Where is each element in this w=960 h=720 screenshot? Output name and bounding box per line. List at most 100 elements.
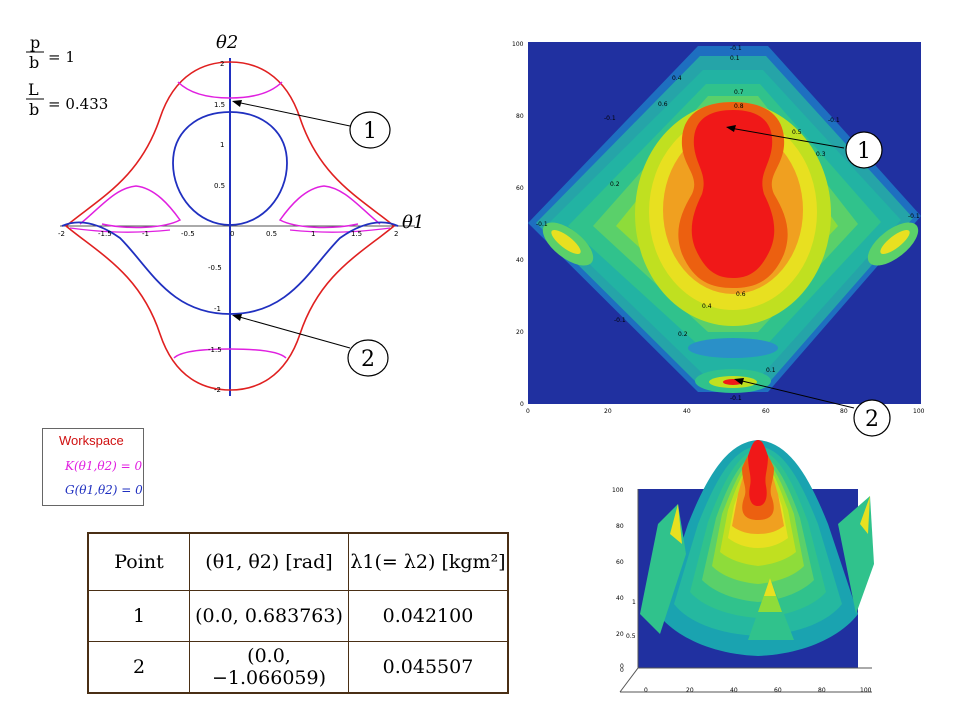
svg-text:-0.1: -0.1 xyxy=(604,115,616,122)
svg-text:0.4: 0.4 xyxy=(702,303,712,310)
p-numerator: p xyxy=(30,33,40,52)
svg-text:20: 20 xyxy=(516,329,524,336)
svg-text:0.5: 0.5 xyxy=(792,129,802,136)
svg-text:0: 0 xyxy=(520,401,524,408)
svg-text:-2: -2 xyxy=(214,386,221,394)
svg-text:20: 20 xyxy=(616,631,624,638)
contour-value-labels: -0.1 0.1 0.4 0.6 0.7 0.8 0.5 0.3 -0.1 -0… xyxy=(536,45,920,402)
row1-coords: (0.0, 0.683763) xyxy=(189,590,349,642)
svg-text:0.5: 0.5 xyxy=(626,633,636,640)
surface-x-ticks: 0 20 40 60 80 100 xyxy=(644,687,872,694)
svg-text:-1.5: -1.5 xyxy=(208,346,222,354)
svg-text:0.6: 0.6 xyxy=(658,101,668,108)
surface-z-ticks: 100 80 60 40 20 0 xyxy=(612,487,624,674)
svg-text:1: 1 xyxy=(632,599,636,606)
svg-text:-1.5: -1.5 xyxy=(98,230,112,238)
row1-point: 1 xyxy=(87,590,190,642)
svg-text:-0.1: -0.1 xyxy=(614,317,626,324)
svg-text:40: 40 xyxy=(516,257,524,264)
callout-2-left: 2 xyxy=(347,339,389,377)
svg-text:-0.1: -0.1 xyxy=(908,213,920,220)
row1-lambda: 0.042100 xyxy=(348,590,509,642)
svg-text:0: 0 xyxy=(526,408,530,415)
theta1-axis-label: θ1 xyxy=(402,212,424,233)
p-denominator: b xyxy=(29,53,39,72)
callout-1-right: 1 xyxy=(845,131,883,169)
row2-lambda: 0.045507 xyxy=(348,641,509,694)
k-curve-right-lower xyxy=(289,227,391,233)
L-numerator: L xyxy=(28,80,39,99)
svg-text:1: 1 xyxy=(311,230,315,238)
svg-text:0: 0 xyxy=(620,667,624,674)
svg-text:1.5: 1.5 xyxy=(351,230,362,238)
svg-text:100: 100 xyxy=(612,487,624,494)
k-curve-bottom xyxy=(173,348,287,359)
L-denominator: b xyxy=(29,100,39,119)
row2-point: 2 xyxy=(87,641,190,694)
k-curve-right xyxy=(278,185,381,229)
parameter-equations: p b = 1 L b = 0.433 xyxy=(26,33,108,119)
svg-text:0.1: 0.1 xyxy=(730,55,740,62)
svg-text:100: 100 xyxy=(860,687,872,694)
svg-text:2: 2 xyxy=(394,230,398,238)
svg-text:0: 0 xyxy=(230,230,234,238)
legend-g-equation: G(θ1,θ2) = 0 xyxy=(65,483,143,497)
svg-text:0.7: 0.7 xyxy=(734,89,744,96)
svg-text:-0.1: -0.1 xyxy=(828,117,840,124)
svg-text:80: 80 xyxy=(840,408,848,415)
svg-text:1: 1 xyxy=(363,119,377,144)
k-curve-left-lower xyxy=(69,227,171,233)
callout-1-left: 1 xyxy=(349,111,391,149)
svg-text:1: 1 xyxy=(857,139,871,164)
svg-text:60: 60 xyxy=(616,559,624,566)
g-curve-circle xyxy=(172,111,288,226)
svg-text:-1: -1 xyxy=(214,305,221,313)
svg-text:0.4: 0.4 xyxy=(672,75,682,82)
svg-text:2: 2 xyxy=(865,407,879,432)
svg-text:40: 40 xyxy=(683,408,691,415)
legend-title: Workspace xyxy=(59,433,124,448)
legend-k-equation: K(θ1,θ2) = 0 xyxy=(65,459,143,473)
y-tick-labels: 2 1.5 1 0.5 -0.5 -1 -1.5 -2 xyxy=(208,60,225,394)
callout-2-right: 2 xyxy=(853,399,891,437)
results-table: Point (θ1, θ2) [rad] λ1(= λ2) [kgm²] 1 (… xyxy=(87,532,509,694)
svg-text:40: 40 xyxy=(730,687,738,694)
p-value: = 1 xyxy=(48,48,75,66)
surface-plot: 100 80 60 40 20 0 1 0.5 0 0 20 40 60 80 … xyxy=(612,440,874,694)
svg-text:-2: -2 xyxy=(58,230,65,238)
L-value: = 0.433 xyxy=(48,95,108,113)
svg-text:0.1: 0.1 xyxy=(766,367,776,374)
svg-text:100: 100 xyxy=(512,41,524,48)
surface-side-ticks: 1 0.5 0 xyxy=(620,599,636,670)
svg-text:0.5: 0.5 xyxy=(214,182,225,190)
svg-text:40: 40 xyxy=(616,595,624,602)
svg-text:0.2: 0.2 xyxy=(610,181,620,188)
svg-text:80: 80 xyxy=(818,687,826,694)
svg-text:20: 20 xyxy=(686,687,694,694)
k-curve-left xyxy=(79,185,182,229)
svg-text:0.6: 0.6 xyxy=(736,291,746,298)
svg-text:-0.1: -0.1 xyxy=(730,45,742,52)
row2-coords: (0.0, −1.066059) xyxy=(189,641,349,694)
table-header-row: Point (θ1, θ2) [rad] λ1(= λ2) [kgm²] xyxy=(87,532,509,591)
svg-text:0.8: 0.8 xyxy=(734,103,744,110)
svg-text:-0.1: -0.1 xyxy=(730,395,742,402)
svg-text:1.5: 1.5 xyxy=(214,101,225,109)
svg-text:-0.1: -0.1 xyxy=(536,221,548,228)
svg-text:60: 60 xyxy=(516,185,524,192)
svg-text:60: 60 xyxy=(762,408,770,415)
header-lambda: λ1(= λ2) [kgm²] xyxy=(348,532,509,591)
contour-y-ticks: 100 80 60 40 20 0 xyxy=(512,41,524,408)
contour-x-ticks: 0 20 40 60 80 100 xyxy=(526,408,925,415)
svg-text:0: 0 xyxy=(620,663,624,670)
header-point: Point xyxy=(87,532,190,591)
svg-text:0: 0 xyxy=(644,687,648,694)
svg-text:100: 100 xyxy=(913,408,925,415)
svg-text:-0.5: -0.5 xyxy=(208,264,222,272)
svg-text:1: 1 xyxy=(220,141,224,149)
workspace-boundary xyxy=(64,61,396,391)
x-tick-labels: -2 -1.5 -1 -0.5 0 0.5 1 1.5 2 xyxy=(58,230,398,238)
header-coords: (θ1, θ2) [rad] xyxy=(189,532,349,591)
workspace-plot: -2 -1.5 -1 -0.5 0 0.5 1 1.5 2 2 1.5 1 0.… xyxy=(58,32,424,396)
svg-text:2: 2 xyxy=(220,60,224,68)
